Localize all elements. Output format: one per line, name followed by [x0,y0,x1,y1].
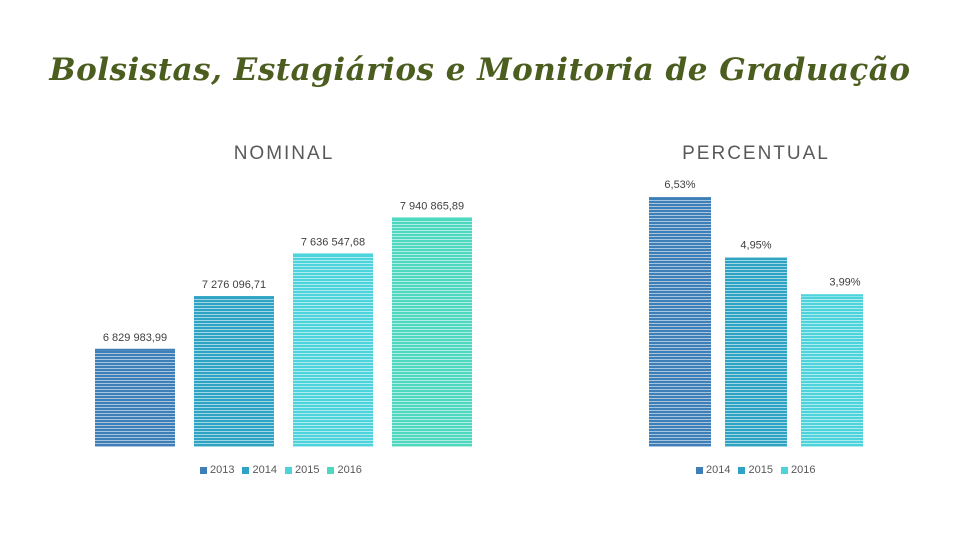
percent-legend-swatch-2016 [780,466,788,474]
nominal-bar-2015 [293,253,373,447]
nominal-legend-swatch-2016 [327,466,335,474]
nominal-bar-2016 [392,217,472,447]
nominal-legend-label-2015: 2015 [294,464,320,476]
nominal-legend-item-2015: 2015 [284,464,320,476]
nominal-legend-swatch-2013 [200,466,207,474]
nominal-legend-label-2013: 2013 [210,464,235,476]
nominal-legend-item-2014: 2014 [242,464,277,476]
nominal-bar-cap-2014 [194,296,274,299]
nominal-bar-2014 [194,296,274,447]
nominal-legend-label-2014: 2014 [252,464,277,476]
percent-legend-item-2016: 2016 [780,464,816,476]
nominal-legend-swatch-2014 [242,466,250,474]
nominal-legend-item-2016: 2016 [327,464,362,476]
percent-bar-cap-2015 [725,257,787,260]
percent-bar-2016 [801,294,863,447]
percent-legend-label-2014: 2014 [706,464,731,476]
nominal-legend: 2013 2014 2015 2016 [200,464,362,476]
percent-bars: 6,53% 4,95% 3,99% [649,179,863,447]
nominal-legend-item-2013: 2013 [200,464,234,476]
percent-bar-2015 [725,257,787,447]
percent-data-label-2015: 4,95% [740,240,771,252]
percent-legend-swatch-2014 [696,466,703,474]
nominal-legend-swatch-2015 [284,466,292,474]
percent-bar-2014 [649,197,711,447]
percent-chart-title: PERCENTUAL [682,143,830,164]
percent-legend-label-2016: 2016 [790,464,816,476]
nominal-data-label-2016: 7 940 865,89 [400,200,464,212]
nominal-data-label-2015: 7 636 547,68 [301,236,365,248]
percent-legend-item-2015: 2015 [738,464,773,476]
percent-bar-cap-2016 [801,294,863,297]
nominal-bar-cap-2013 [95,348,175,351]
percent-bar-cap-2014 [649,197,711,200]
percent-legend: 2014 2015 2016 [696,464,815,476]
nominal-data-label-2014: 7 276 096,71 [202,279,266,291]
nominal-bar-cap-2015 [293,253,373,256]
percent-legend-item-2014: 2014 [696,464,730,476]
percent-data-label-2016: 3,99% [829,276,860,288]
nominal-bar-cap-2016 [392,217,472,220]
nominal-bars: 6 829 983,99 7 276 096,71 7 636 547,68 7 94… [95,200,472,447]
percent-data-label-2014: 6,53% [664,179,695,191]
nominal-legend-label-2016: 2016 [337,464,362,476]
nominal-chart-title: NOMINAL [233,143,335,164]
nominal-data-label-2013: 6 829 983,99 [103,332,167,344]
slide-title: Bolsistas, Estagiários e Monitoria de Gr… [49,52,911,88]
percent-legend-label-2015: 2015 [748,464,773,476]
nominal-bar-2013 [95,348,175,447]
percent-legend-swatch-2015 [738,466,746,474]
